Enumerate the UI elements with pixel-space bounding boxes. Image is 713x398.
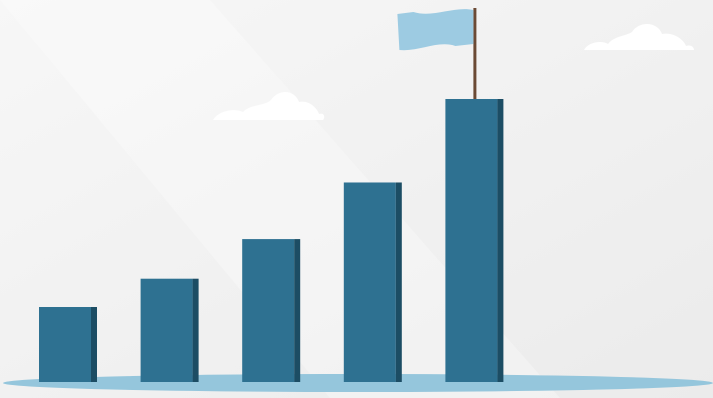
bar-4 bbox=[343, 182, 402, 382]
bar-front bbox=[343, 182, 396, 382]
clouds bbox=[213, 23, 694, 120]
bar-1 bbox=[39, 307, 97, 382]
bar-side bbox=[294, 239, 301, 382]
flag-icon bbox=[397, 8, 477, 99]
bar-5 bbox=[445, 99, 504, 382]
flag-pole bbox=[473, 8, 477, 99]
bar-3 bbox=[242, 239, 301, 382]
cloud-icon bbox=[584, 23, 694, 50]
cloud-icon bbox=[213, 91, 325, 120]
bar-front bbox=[445, 99, 498, 382]
light-ray bbox=[0, 0, 560, 398]
bar-front bbox=[140, 278, 193, 382]
bar-side bbox=[395, 182, 402, 382]
bar-2 bbox=[140, 278, 199, 382]
bar-side bbox=[91, 307, 97, 382]
bars bbox=[39, 99, 504, 382]
bar-front bbox=[39, 307, 91, 382]
bar-side bbox=[192, 278, 199, 382]
flag-cloth bbox=[397, 9, 474, 51]
bar-side bbox=[497, 99, 504, 382]
bar-front bbox=[242, 239, 295, 382]
